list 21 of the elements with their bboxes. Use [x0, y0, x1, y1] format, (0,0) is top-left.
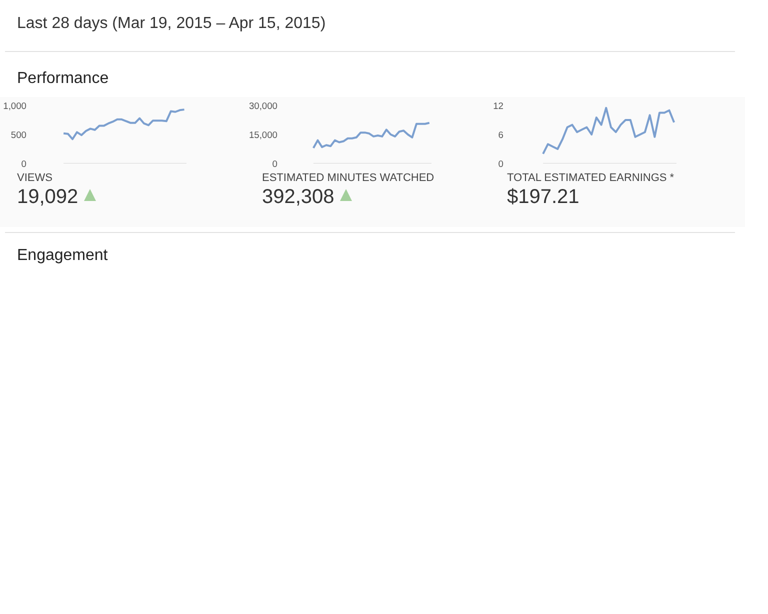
y-tick-label: 6 [498, 130, 504, 140]
line-series [312, 122, 430, 150]
y-tick-label: 0 [21, 159, 27, 169]
y-tick-label: 30,000 [248, 101, 278, 111]
text: ESTIMATED MINUTES WATCHED [262, 172, 434, 184]
text: VIEWS [17, 172, 54, 184]
y-tick-label: 0 [498, 159, 504, 169]
text: 19,092 [17, 186, 80, 209]
line-series [62, 108, 186, 140]
y-tick-label: 12 [493, 101, 504, 111]
line-series [542, 106, 676, 155]
text: Performance [16, 69, 110, 89]
text: Last 28 days (Mar 19, 2015 – Apr 15, 2015) [5, 5, 735, 52]
text: Engagement [5, 232, 735, 271]
y-tick-label: 15,000 [248, 130, 278, 140]
y-tick-label: 0 [272, 159, 278, 169]
text: $197.21 [507, 186, 580, 209]
y-tick-label: 1,000 [3, 101, 26, 111]
text: 392,308 [262, 186, 336, 209]
text: TOTAL ESTIMATED EARNINGS * [507, 172, 674, 184]
y-tick-label: 500 [10, 130, 27, 140]
